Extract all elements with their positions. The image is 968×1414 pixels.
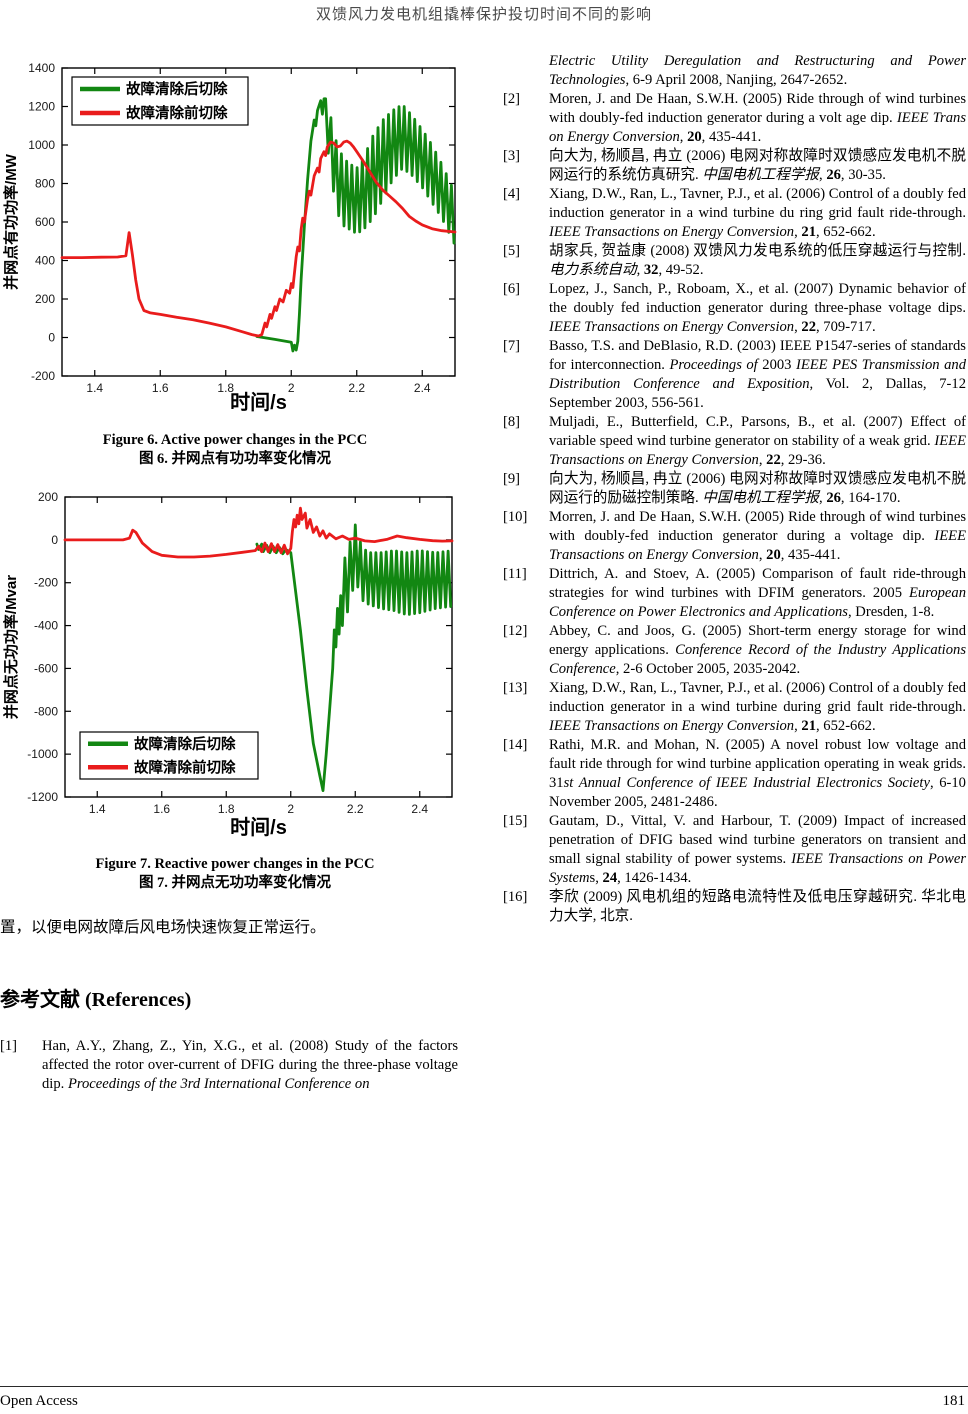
figure-6-caption-en: Figure 6. Active power changes in the PC… — [102, 432, 368, 448]
figure-6-caption: Figure 6. Active power changes in the PC… — [0, 431, 470, 469]
running-head-title: 双馈风力发电机组撬棒保护投切时间不同的影响 — [315, 7, 652, 23]
svg-text:1200: 1200 — [28, 100, 55, 114]
reference-item: [6] Lopez, J., Sanch, P., Roboam, X., et … — [503, 281, 966, 335]
svg-text:1.4: 1.4 — [86, 381, 103, 395]
reference-item: [8] Muljadi, E., Butterfield, C.P., Parso… — [503, 414, 966, 468]
svg-text:2.2: 2.2 — [347, 802, 364, 816]
references-left-column: [1] Han, A.Y., Zhang, Z., Yin, X.G., et a… — [0, 1037, 458, 1094]
svg-text:2: 2 — [288, 381, 295, 395]
reference-number: [2] — [503, 91, 521, 107]
svg-text:1.8: 1.8 — [218, 802, 235, 816]
svg-text:1000: 1000 — [28, 138, 55, 152]
reference-number: [1] — [0, 1038, 18, 1054]
svg-text:时间/s: 时间/s — [230, 816, 287, 839]
figure-7-caption: Figure 7. Reactive power changes in the … — [0, 855, 470, 893]
reference-item: Electric Utility Deregulation and Restru… — [549, 53, 966, 88]
svg-text:200: 200 — [38, 490, 58, 504]
svg-text:并网点有功功率/MW: 并网点有功功率/MW — [2, 153, 20, 290]
figure-7-chart: 1.4 1.6 1.8 2 2.2 2.4 -1200 -1000 -800 -600 -400 -2… — [2, 490, 454, 839]
svg-text:故障清除前切除: 故障清除前切除 — [134, 758, 236, 776]
body-paragraph: 置，以便电网故障后风电场快速恢复正常运行。 — [0, 919, 326, 936]
reference-number: [10] — [503, 509, 528, 525]
reference-number: [7] — [503, 338, 521, 354]
reference-item: [1] Han, A.Y., Zhang, Z., Yin, X.G., et a… — [0, 1038, 458, 1092]
svg-text:故障清除后切除: 故障清除后切除 — [126, 80, 228, 98]
figure-6-chart: 1.4 1.6 1.8 2 2.2 2.4 -200 0 200 400 600 800 1000 120… — [2, 61, 457, 414]
reference-number: [8] — [503, 414, 521, 430]
reference-item: [11] Dittrich, A. and Stoev, A. (2005) Co… — [503, 566, 966, 620]
footer-rule — [0, 1386, 968, 1387]
svg-text:1.6: 1.6 — [153, 802, 170, 816]
svg-text:2.4: 2.4 — [414, 381, 431, 395]
reference-number: [9] — [503, 471, 521, 487]
svg-text:1.8: 1.8 — [217, 381, 234, 395]
reference-number: [3] — [503, 148, 521, 164]
footer-open-access: Open Access — [0, 1393, 78, 1409]
references-heading: 参考文献 (References) — [0, 989, 192, 1011]
reference-item: [3] 向大为, 杨顺昌, 冉立 (2006) 电网对称故障时双馈感应发电机不脱网… — [503, 148, 966, 183]
svg-text:-400: -400 — [34, 619, 58, 633]
svg-text:600: 600 — [35, 215, 55, 229]
reference-number: [16] — [503, 889, 528, 905]
figure-6-caption-zh: 图 6. 并网点有功功率变化情况 — [138, 451, 332, 467]
reference-item: [4] Xiang, D.W., Ran, L., Tavner, P.J., e… — [503, 186, 966, 240]
reference-number: [12] — [503, 623, 528, 639]
svg-text:-1000: -1000 — [27, 747, 58, 761]
figure-7-caption-zh: 图 7. 并网点无功功率变化情况 — [138, 875, 332, 891]
svg-text:1400: 1400 — [28, 61, 55, 75]
reference-number: [4] — [503, 186, 521, 202]
svg-text:400: 400 — [35, 254, 55, 268]
reference-item: [7] Basso, T.S. and DeBlasio, R.D. (2003)… — [503, 338, 967, 411]
reference-item: [13] Xiang, D.W., Ran, L., Tavner, P.J., … — [503, 680, 966, 734]
reference-item: [10] Morren, J. and De Haan, S.W.H. (2005… — [503, 509, 966, 563]
svg-text:故障清除前切除: 故障清除前切除 — [126, 104, 228, 122]
svg-text:-600: -600 — [34, 661, 58, 675]
svg-text:时间/s: 时间/s — [230, 391, 287, 414]
reference-item: [15] Gautam, D., Vittal, V. and Harbour, … — [503, 813, 966, 886]
reference-item: [9] 向大为, 杨顺昌, 冉立 (2006) 电网对称故障时双馈感应发电机不脱网… — [503, 471, 966, 506]
svg-text:1.4: 1.4 — [89, 802, 106, 816]
reference-item: [5] 胡家兵, 贺益康 (2008) 双馈风力发电系统的低压穿越运行与控制. 电… — [503, 243, 966, 278]
svg-text:-200: -200 — [34, 576, 58, 590]
reference-item: [2] Moren, J. and De Haan, S.W.H. (2005) … — [503, 91, 966, 145]
svg-text:2.2: 2.2 — [348, 381, 365, 395]
references-right-column: Electric Utility Deregulation and Restru… — [503, 52, 966, 926]
svg-text:0: 0 — [51, 533, 58, 547]
reference-item: [16] 李欣 (2009) 风电机组的短路电流特性及低电压穿越研究. 华北电力大… — [503, 889, 966, 924]
svg-text:-200: -200 — [31, 369, 55, 383]
svg-text:2.4: 2.4 — [411, 802, 428, 816]
reference-number: [13] — [503, 680, 528, 696]
reference-item: [12] Abbey, C. and Joos, G. (2005) Short-… — [503, 623, 967, 677]
reference-number: [6] — [503, 281, 521, 297]
svg-text:2: 2 — [287, 802, 294, 816]
svg-text:800: 800 — [35, 177, 55, 191]
reference-number: [15] — [503, 813, 528, 829]
reference-item: [14] Rathi, M.R. and Mohan, N. (2005) A n… — [503, 737, 966, 810]
reference-number: [5] — [503, 243, 521, 259]
page-number: 181 — [942, 1393, 966, 1409]
svg-text:并网点无功功率/Mvar: 并网点无功功率/Mvar — [2, 575, 20, 719]
svg-text:200: 200 — [35, 292, 55, 306]
svg-text:0: 0 — [48, 331, 55, 345]
reference-number: [14] — [503, 737, 528, 753]
svg-text:故障清除后切除: 故障清除后切除 — [134, 735, 236, 753]
figure-7-caption-en: Figure 7. Reactive power changes in the … — [95, 856, 375, 872]
svg-text:-1200: -1200 — [27, 790, 58, 804]
svg-text:1.6: 1.6 — [152, 381, 169, 395]
reference-number: [11] — [503, 566, 527, 582]
svg-text:-800: -800 — [34, 704, 58, 718]
